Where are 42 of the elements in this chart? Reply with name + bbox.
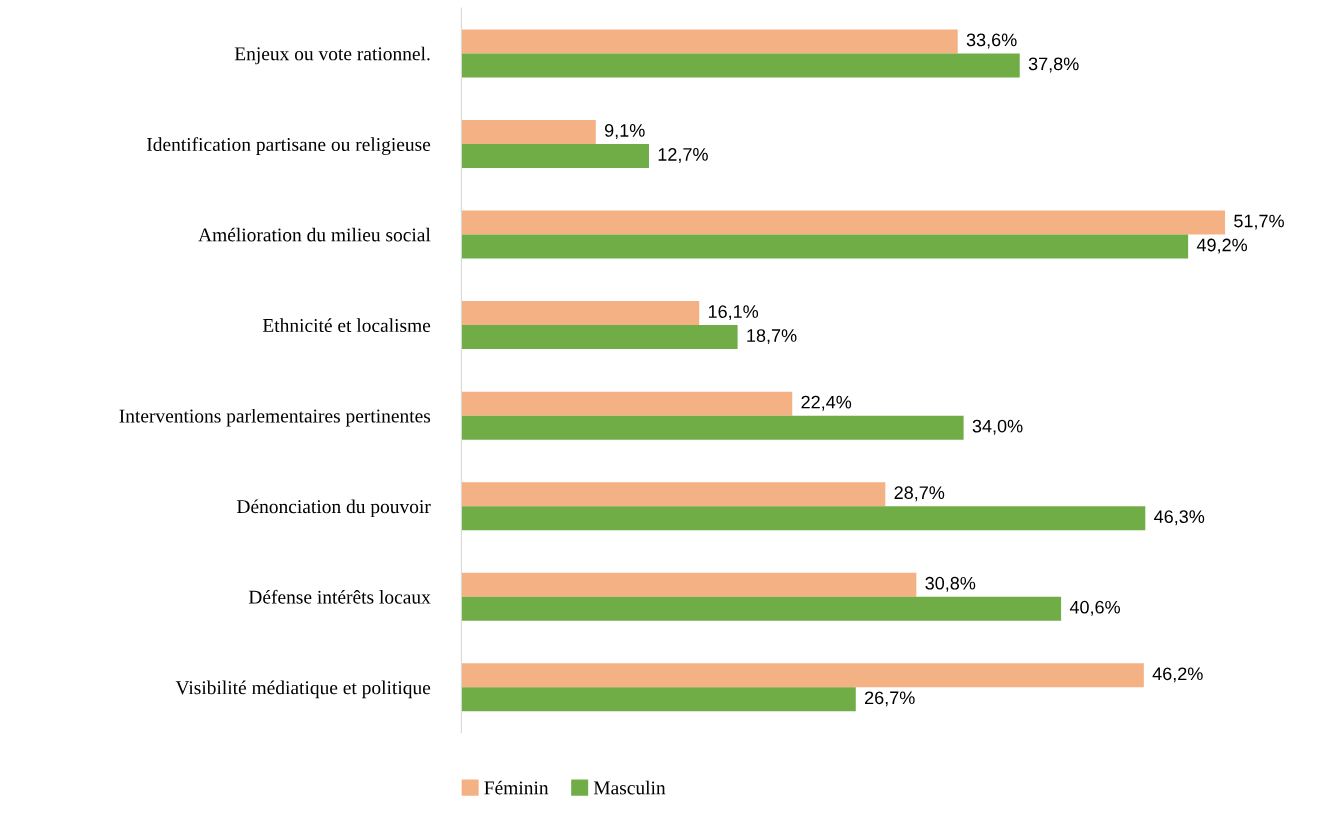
data-label: 30,8% <box>925 576 976 592</box>
bar <box>461 663 1144 688</box>
y-tick-label: Défense intérêts locaux <box>248 589 431 604</box>
legend-label: Masculin <box>593 780 666 795</box>
bar <box>461 301 700 326</box>
bar <box>461 687 856 712</box>
data-label: 18,7% <box>747 329 797 345</box>
bar <box>461 572 917 597</box>
y-tick-label: Interventions parlementaires pertinentes <box>119 408 431 427</box>
bar <box>461 482 886 507</box>
data-label: 49,2% <box>1196 238 1248 254</box>
bar <box>461 210 1226 235</box>
data-label: 22,4% <box>801 395 852 411</box>
bar <box>461 29 958 54</box>
data-label: 26,7% <box>865 691 915 707</box>
bar <box>461 506 1146 531</box>
data-label: 33,6% <box>966 33 1017 49</box>
y-tick-label: Visibilité médiatique et politique <box>175 680 431 699</box>
data-label: 46,2% <box>1152 667 1203 683</box>
y-tick-label: Enjeux ou vote rationnel. <box>234 46 430 65</box>
bar <box>461 143 649 168</box>
bar <box>461 325 738 350</box>
data-label: 9,1% <box>604 124 645 139</box>
bar <box>461 596 1062 621</box>
bar <box>461 234 1189 259</box>
y-tick-label: Amélioration du milieu social <box>198 227 431 242</box>
y-tick-label: Ethnicité et localisme <box>262 318 431 333</box>
data-label: 28,7% <box>894 486 945 502</box>
data-label: 37,8% <box>1028 57 1079 73</box>
data-label: 46,3% <box>1154 510 1205 526</box>
data-label: 51,7% <box>1234 214 1284 230</box>
bar <box>461 119 596 144</box>
bar <box>461 53 1020 78</box>
data-label: 16,1% <box>708 305 759 321</box>
y-tick-label: Identification partisane ou religieuse <box>146 137 431 156</box>
data-label: 34,0% <box>972 419 1023 435</box>
bar <box>461 391 793 416</box>
data-label: 40,6% <box>1069 600 1120 616</box>
legend-label: Féminin <box>484 780 549 795</box>
bar <box>461 415 964 440</box>
y-tick-label: Dénonciation du pouvoir <box>236 499 431 518</box>
data-label: 12,7% <box>658 148 708 163</box>
